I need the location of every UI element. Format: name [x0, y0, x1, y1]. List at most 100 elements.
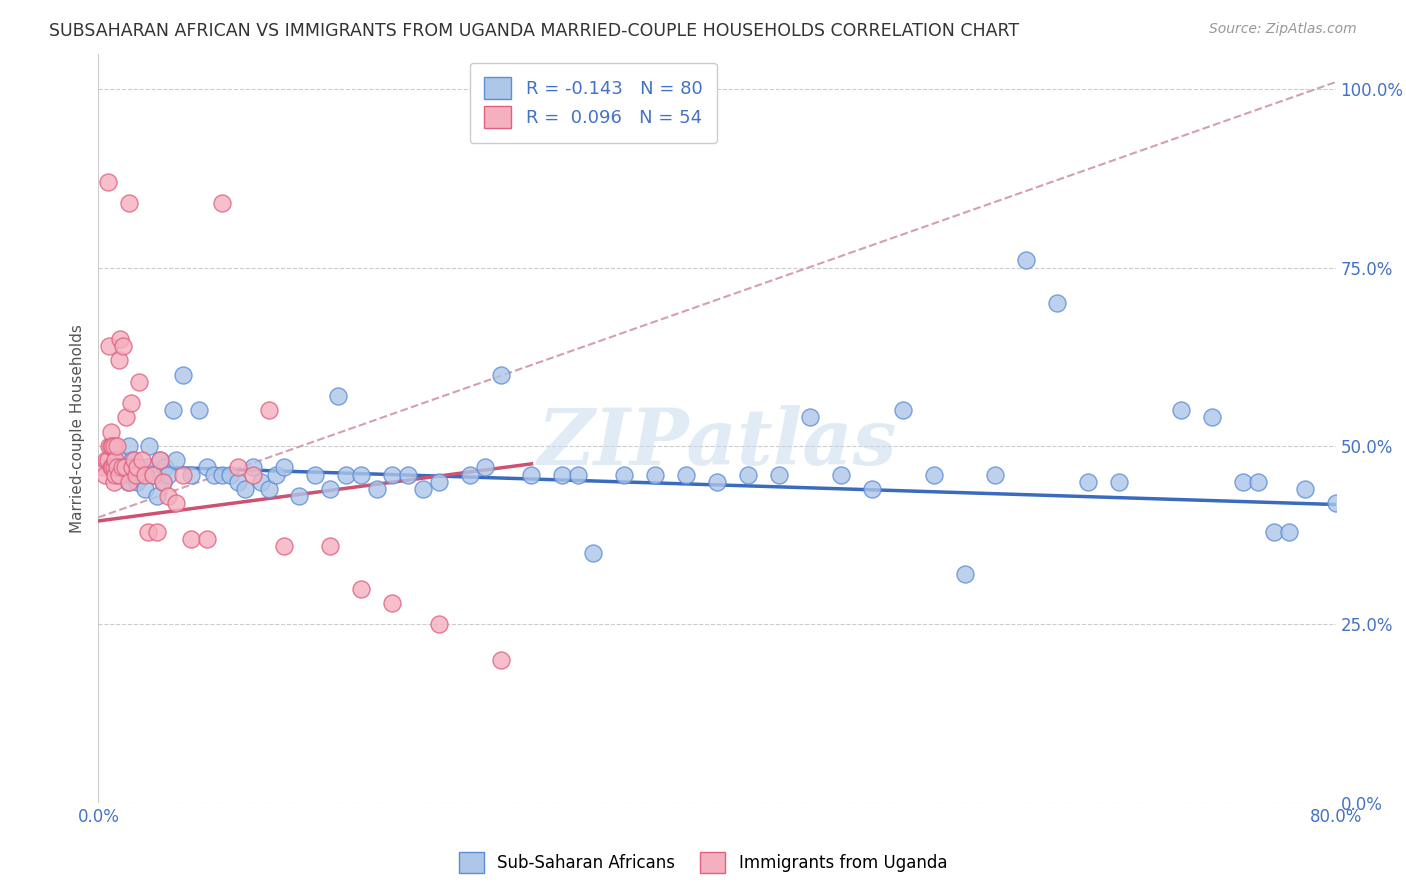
Point [250, 475, 273, 489]
Point [105, 439, 128, 453]
Point [381, 596, 404, 610]
Point [107, 353, 129, 368]
Point [111, 460, 132, 475]
Point [112, 339, 135, 353]
Point [172, 368, 194, 382]
Y-axis label: Married-couple Households: Married-couple Households [69, 324, 84, 533]
Point [103, 439, 125, 453]
Point [157, 489, 180, 503]
Point [1077, 475, 1099, 489]
Point [226, 460, 249, 475]
Point [111, 453, 132, 467]
Point [273, 539, 295, 553]
Point [257, 482, 280, 496]
Point [257, 403, 280, 417]
Point [219, 467, 242, 482]
Point [134, 467, 156, 482]
Point [264, 467, 288, 482]
Point [118, 475, 141, 489]
Point [153, 460, 176, 475]
Text: Source: ZipAtlas.com: Source: ZipAtlas.com [1209, 22, 1357, 37]
Point [242, 460, 264, 475]
Point [97, 175, 120, 189]
Legend: Sub-Saharan Africans, Immigrants from Uganda: Sub-Saharan Africans, Immigrants from Ug… [453, 846, 953, 880]
Point [891, 403, 914, 417]
Point [128, 375, 150, 389]
Point [195, 460, 218, 475]
Point [326, 389, 350, 403]
Point [146, 489, 169, 503]
Point [768, 467, 790, 482]
Point [96, 453, 118, 467]
Point [195, 532, 218, 546]
Point [136, 460, 159, 475]
Point [1201, 410, 1223, 425]
Point [105, 460, 128, 475]
Point [922, 467, 945, 482]
Point [93, 467, 115, 482]
Point [273, 460, 295, 475]
Point [953, 567, 976, 582]
Point [141, 467, 165, 482]
Point [107, 467, 129, 482]
Point [97, 453, 120, 467]
Point [211, 196, 233, 211]
Point [984, 467, 1007, 482]
Point [830, 467, 852, 482]
Point [131, 467, 153, 482]
Point [165, 453, 187, 467]
Point [103, 460, 125, 475]
Point [108, 332, 131, 346]
Point [104, 453, 127, 467]
Point [1170, 403, 1192, 417]
Point [319, 539, 342, 553]
Point [226, 475, 249, 489]
Point [319, 482, 342, 496]
Point [489, 653, 512, 667]
Point [288, 489, 311, 503]
Point [582, 546, 605, 560]
Point [427, 475, 450, 489]
Point [644, 467, 666, 482]
Point [188, 403, 211, 417]
Point [706, 475, 728, 489]
Point [127, 460, 149, 475]
Point [335, 467, 357, 482]
Point [1278, 524, 1301, 539]
Legend: R = -0.143   N = 80, R =  0.096   N = 54: R = -0.143 N = 80, R = 0.096 N = 54 [470, 62, 717, 143]
Point [1324, 496, 1347, 510]
Point [474, 460, 496, 475]
Point [567, 467, 589, 482]
Point [114, 460, 136, 475]
Point [157, 467, 180, 482]
Point [520, 467, 543, 482]
Point [143, 467, 166, 482]
Point [180, 467, 202, 482]
Point [98, 339, 121, 353]
Point [100, 460, 122, 475]
Point [165, 496, 187, 510]
Point [1263, 524, 1285, 539]
Point [675, 467, 697, 482]
Point [146, 524, 169, 539]
Text: SUBSAHARAN AFRICAN VS IMMIGRANTS FROM UGANDA MARRIED-COUPLE HOUSEHOLDS CORRELATI: SUBSAHARAN AFRICAN VS IMMIGRANTS FROM UG… [49, 22, 1019, 40]
Point [101, 460, 124, 475]
Point [112, 467, 135, 482]
Point [103, 475, 125, 489]
Point [121, 460, 143, 475]
Point [100, 425, 122, 439]
Point [350, 467, 373, 482]
Point [124, 467, 146, 482]
Point [427, 617, 450, 632]
Point [1108, 475, 1130, 489]
Point [100, 439, 122, 453]
Point [121, 453, 143, 467]
Point [118, 439, 141, 453]
Point [737, 467, 759, 482]
Point [149, 453, 172, 467]
Point [412, 482, 434, 496]
Point [104, 467, 127, 482]
Point [115, 410, 138, 425]
Point [799, 410, 821, 425]
Point [304, 467, 326, 482]
